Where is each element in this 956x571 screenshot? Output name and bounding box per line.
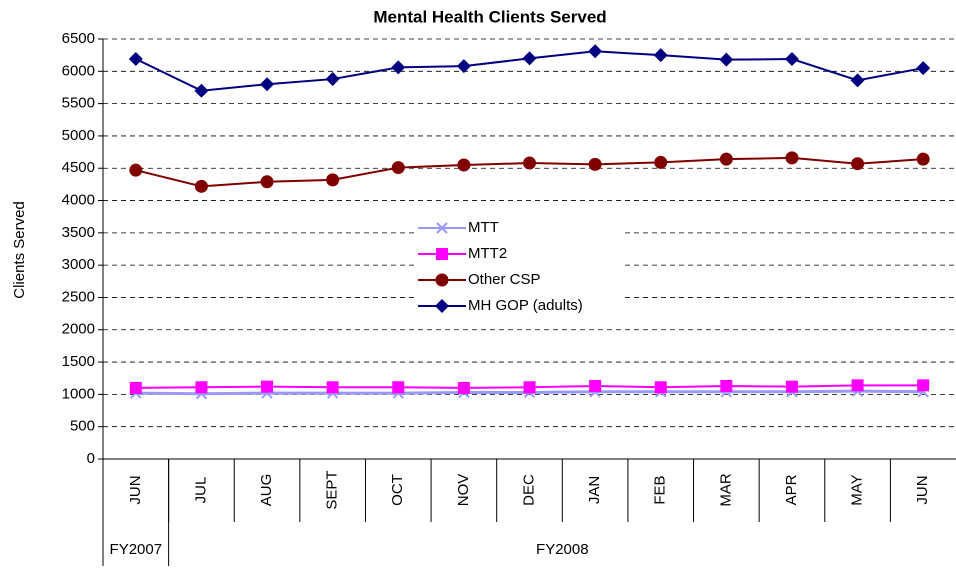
group-label: FY2008	[536, 541, 589, 558]
point	[435, 299, 449, 313]
point	[850, 73, 865, 88]
y-tick-label: 0	[87, 450, 95, 467]
y-tick-label: 4000	[62, 192, 95, 209]
y-tick-label: 500	[70, 418, 95, 435]
point	[260, 77, 275, 92]
point	[129, 381, 142, 394]
y-tick-label: 2500	[62, 288, 95, 305]
point	[851, 379, 864, 392]
y-tick-label: 1000	[62, 385, 95, 402]
point	[589, 379, 602, 392]
point	[785, 380, 798, 393]
x-tick-label: JUN	[127, 475, 144, 504]
y-tick-label: 6500	[62, 30, 95, 47]
x-tick-label: MAR	[717, 473, 734, 507]
point	[456, 59, 471, 74]
point	[916, 61, 931, 76]
x-tick-label: OCT	[389, 474, 406, 506]
legend-label: MH GOP (adults)	[468, 297, 583, 314]
point	[194, 179, 208, 193]
y-tick-label: 5500	[62, 95, 95, 112]
point	[436, 248, 448, 260]
point	[391, 161, 405, 175]
point	[719, 52, 734, 67]
point	[917, 379, 930, 392]
point	[326, 173, 340, 187]
point	[784, 52, 799, 67]
point	[325, 72, 340, 87]
point	[654, 155, 668, 169]
legend: MTT MTT2 Other CSP MH GOP (adults)	[414, 215, 624, 319]
point	[588, 44, 603, 59]
point	[436, 222, 448, 234]
point	[522, 51, 537, 66]
legend-box	[414, 215, 624, 319]
point	[720, 379, 733, 392]
point	[260, 175, 274, 189]
x-tick-label: APR	[783, 474, 800, 505]
point	[195, 381, 208, 394]
point	[391, 60, 406, 75]
point	[916, 152, 930, 166]
point	[719, 152, 733, 166]
point	[392, 381, 405, 394]
point	[851, 157, 865, 171]
point	[785, 151, 799, 165]
y-tick-label: 1500	[62, 353, 95, 370]
x-tick-label: FEB	[652, 475, 669, 504]
legend-label: Other CSP	[468, 271, 541, 288]
point	[588, 157, 602, 171]
x-tick-label: DEC	[520, 474, 537, 506]
point	[654, 381, 667, 394]
y-axis-label: Clients Served	[11, 201, 28, 299]
group-label: FY2007	[110, 541, 163, 558]
point	[523, 156, 536, 170]
point	[523, 381, 536, 394]
y-tick-label: 5000	[62, 127, 95, 144]
point	[129, 163, 143, 177]
x-tick-label: SEPT	[324, 470, 341, 509]
y-tick-label: 3000	[62, 256, 95, 273]
legend-label: MTT2	[468, 245, 507, 262]
x-tick-label: AUG	[258, 474, 275, 507]
y-tick-label: 4500	[62, 159, 95, 176]
point	[653, 48, 668, 63]
y-tick-label: 3500	[62, 224, 95, 241]
x-tick-label: JUL	[192, 477, 209, 504]
point	[326, 381, 339, 394]
point	[457, 381, 470, 394]
y-tick-label: 6000	[62, 62, 95, 79]
x-tick-label: NOV	[455, 474, 472, 507]
x-tick-label: JAN	[586, 476, 603, 504]
legend-label: MTT	[468, 219, 499, 236]
point	[261, 380, 274, 393]
point	[457, 158, 471, 172]
chart-title: Mental Health Clients Served	[373, 7, 606, 26]
y-tick-label: 2000	[62, 321, 95, 338]
point	[128, 52, 143, 67]
point	[435, 273, 449, 287]
x-tick-label: JUN	[914, 475, 931, 504]
point	[194, 83, 209, 98]
x-tick-label: MAY	[849, 474, 866, 505]
